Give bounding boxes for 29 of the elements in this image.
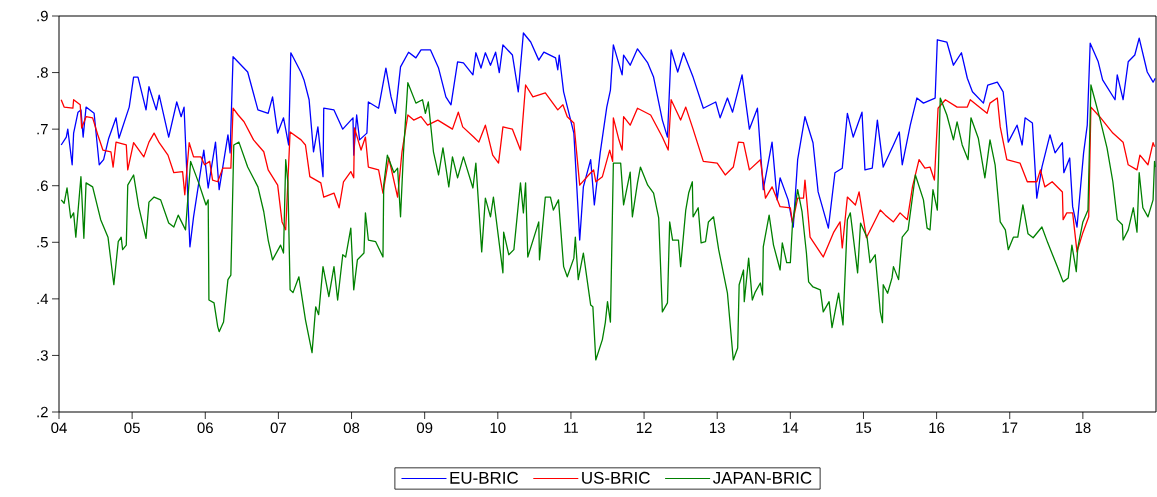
y-tick-label: .4 [37, 293, 49, 304]
x-tick-label: 14 [783, 422, 799, 433]
x-tick-label: 06 [197, 422, 213, 434]
y-tick-label: .3 [37, 350, 48, 361]
line-series [60, 32, 1156, 248]
x-tick-label: 10 [490, 422, 506, 434]
line-series [60, 84, 1156, 258]
legend-label: US-BRIC [582, 471, 650, 484]
x-tick-label: 07 [270, 422, 286, 434]
x-tick-label: 12 [636, 422, 652, 433]
x-tick-label: 17 [1002, 422, 1018, 433]
y-tick-label: .5 [37, 237, 48, 248]
legend-label: JAPAN-BRIC [712, 471, 812, 484]
y-tick-label: .9 [37, 10, 48, 22]
y-tick-label: .6 [37, 180, 48, 191]
x-tick-label: 11 [564, 422, 578, 433]
x-tick-label: 16 [929, 422, 945, 434]
y-tick-label: .2 [37, 406, 48, 418]
x-tick-label: 08 [343, 422, 360, 434]
x-tick-label: 04 [51, 422, 67, 434]
legend-label: EU-BRIC [450, 471, 519, 484]
y-tick-label: .8 [37, 67, 48, 78]
x-tick-label: 18 [1075, 422, 1091, 434]
x-tick-label: 15 [856, 422, 872, 433]
x-tick-label: 09 [416, 422, 433, 434]
line-series [60, 82, 1156, 361]
x-tick-label: 05 [124, 422, 140, 434]
x-tick-label: 13 [710, 422, 725, 434]
y-tick-label: .7 [37, 124, 48, 135]
